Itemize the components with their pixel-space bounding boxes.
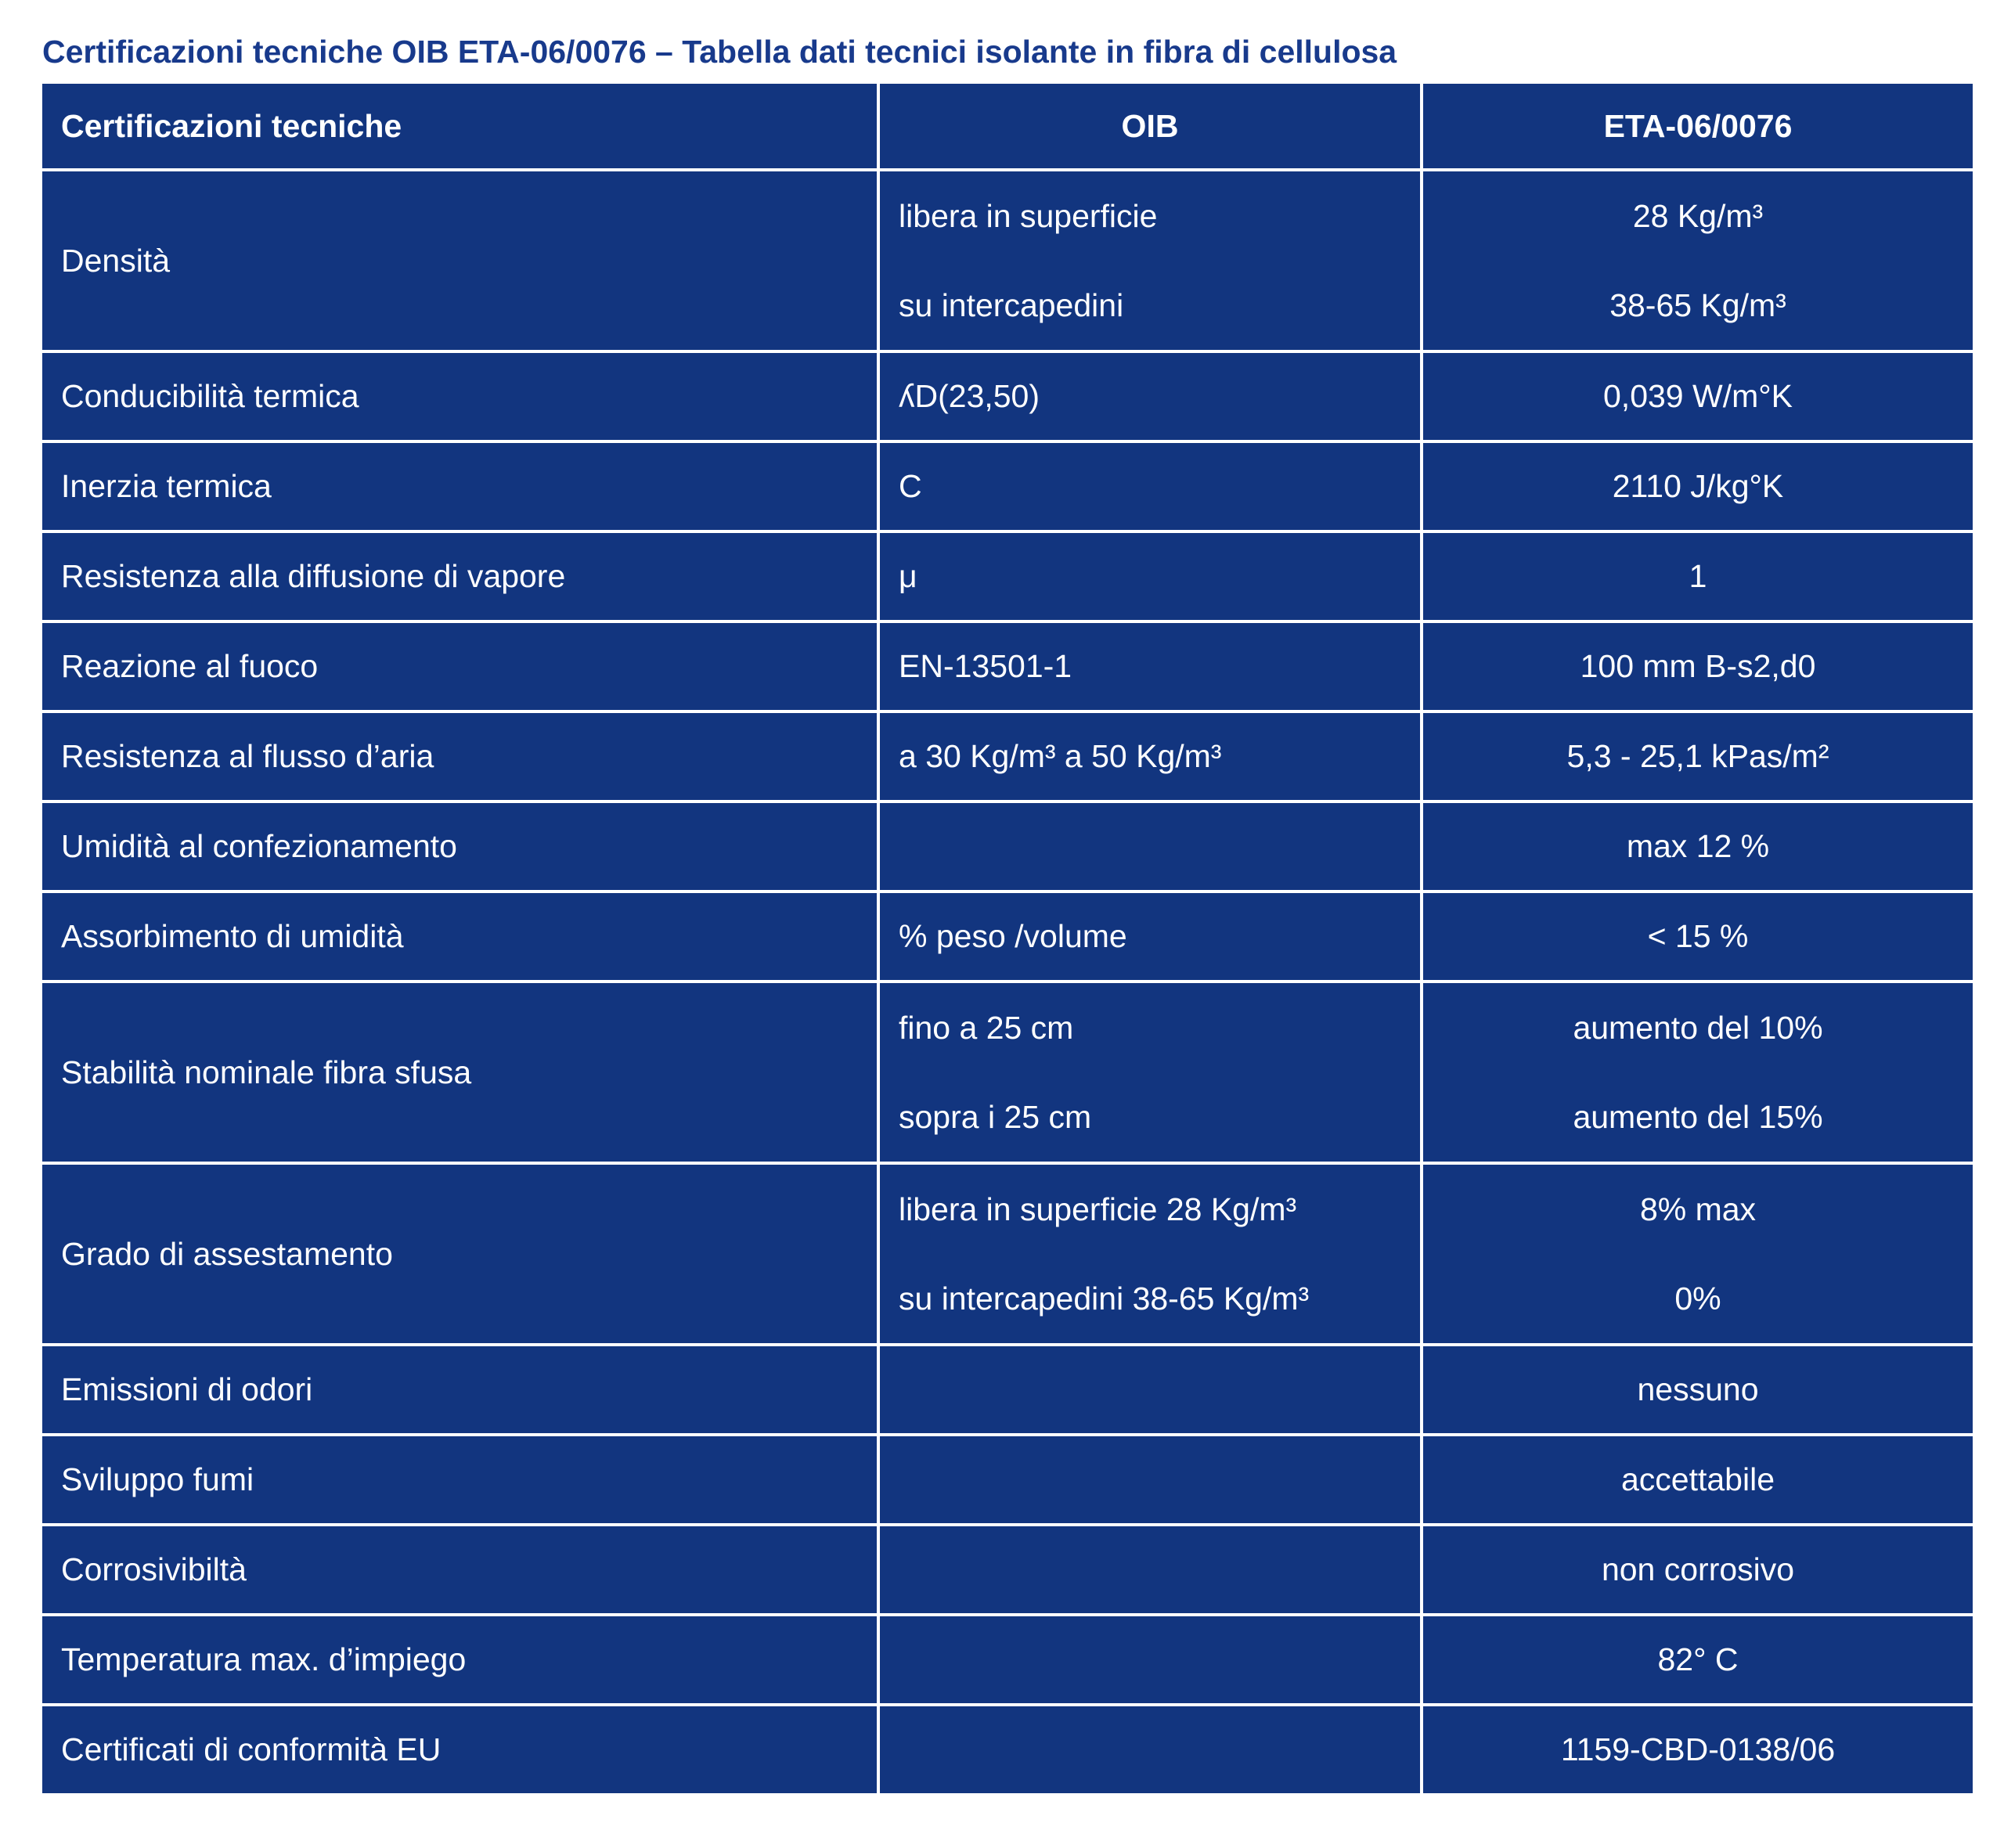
row-label: Sviluppo fumi	[42, 1433, 880, 1526]
technical-data-table: Certificazioni tecniche OIB ETA-06/0076 …	[42, 84, 1973, 1793]
eta-value-line: 28 Kg/m³	[1632, 198, 1764, 234]
table-row: Reazione al fuoco EN-13501-1 100 mm B-s2,d…	[42, 620, 1973, 713]
eta-value-cell: 2110 J/kg°K	[1420, 440, 1973, 533]
table-row: Grado di assestamento libera in superfici…	[42, 1162, 1973, 1346]
row-label: Corrosivibiltà	[42, 1523, 880, 1616]
row-label: Temperatura max. d’impiego	[42, 1613, 880, 1706]
eta-value-line: 0%	[1674, 1281, 1721, 1317]
oib-cell: C	[877, 440, 1423, 533]
oib-cell: a 30 Kg/m³ a 50 Kg/m³	[877, 710, 1423, 803]
oib-cell	[877, 1703, 1423, 1793]
row-label: Densità	[42, 168, 880, 353]
eta-value-cell: 100 mm B-s2,d0	[1420, 620, 1973, 713]
table-row: Temperatura max. d’impiego 82° C	[42, 1613, 1973, 1706]
oib-line: su intercapedini	[899, 287, 1124, 323]
oib-cell	[877, 1613, 1423, 1706]
eta-value-cell: 0,039 W/m°K	[1420, 350, 1973, 443]
oib-cell: libera in superficie 28 Kg/m³ su intercap…	[877, 1162, 1423, 1346]
table-header-row: Certificazioni tecniche OIB ETA-06/0076	[42, 84, 1973, 171]
table-row: Corrosivibiltà non corrosivo	[42, 1523, 1973, 1616]
eta-value-line: 8% max	[1639, 1191, 1757, 1227]
oib-cell	[877, 1343, 1423, 1436]
table-row: Stabilità nominale fibra sfusa fino a 25 …	[42, 980, 1973, 1165]
table-row: Inerzia termica C 2110 J/kg°K	[42, 440, 1973, 533]
eta-value-cell: aumento del 10% aumento del 15%	[1420, 980, 1973, 1165]
table-row: Conducibilità termica ʎD(23,50) 0,039 W/m°…	[42, 350, 1973, 443]
table-row: Certificati di conformità EU 1159-CBD-013…	[42, 1703, 1973, 1793]
header-eta: ETA-06/0076	[1420, 84, 1973, 171]
oib-cell: fino a 25 cm sopra i 25 cm	[877, 980, 1423, 1165]
eta-value-cell: accettabile	[1420, 1433, 1973, 1526]
row-label: Emissioni di odori	[42, 1343, 880, 1436]
table-row: Densità libera in superficie su intercaped…	[42, 168, 1973, 353]
row-label: Assorbimento di umidità	[42, 890, 880, 983]
eta-value-cell: 5,3 - 25,1 kPas/m²	[1420, 710, 1973, 803]
oib-line: su intercapedini 38-65 Kg/m³	[899, 1281, 1310, 1317]
table-row: Sviluppo fumi accettabile	[42, 1433, 1973, 1526]
eta-value-cell: non corrosivo	[1420, 1523, 1973, 1616]
oib-cell: EN-13501-1	[877, 620, 1423, 713]
eta-value-cell: 82° C	[1420, 1613, 1973, 1706]
oib-cell: % peso /volume	[877, 890, 1423, 983]
eta-value-cell: < 15 %	[1420, 890, 1973, 983]
oib-cell: libera in superficie su intercapedini	[877, 168, 1423, 353]
table-body: Densità libera in superficie su intercaped…	[42, 168, 1973, 1793]
oib-cell	[877, 800, 1423, 893]
oib-cell: ʎD(23,50)	[877, 350, 1423, 443]
table-row: Resistenza al flusso d’aria a 30 Kg/m³ a …	[42, 710, 1973, 803]
row-label: Inerzia termica	[42, 440, 880, 533]
row-label: Grado di assestamento	[42, 1162, 880, 1346]
table-row: Umidità al confezionamento max 12 %	[42, 800, 1973, 893]
eta-value-cell: 28 Kg/m³ 38-65 Kg/m³	[1420, 168, 1973, 353]
eta-value-line: aumento del 15%	[1573, 1099, 1823, 1135]
row-label: Conducibilità termica	[42, 350, 880, 443]
eta-value-line: 38-65 Kg/m³	[1609, 287, 1786, 323]
table-row: Resistenza alla diffusione di vapore μ 1	[42, 530, 1973, 623]
page-title: Certificazioni tecniche OIB ETA-06/0076 …	[42, 34, 1397, 70]
row-label: Resistenza alla diffusione di vapore	[42, 530, 880, 623]
eta-value-cell: nessuno	[1420, 1343, 1973, 1436]
oib-cell	[877, 1433, 1423, 1526]
eta-value-cell: 1159-CBD-0138/06	[1420, 1703, 1973, 1793]
oib-cell: μ	[877, 530, 1423, 623]
header-certifications: Certificazioni tecniche	[42, 84, 880, 171]
oib-line: libera in superficie	[899, 198, 1158, 234]
table-row: Assorbimento di umidità% peso /volume < 1…	[42, 890, 1973, 983]
oib-line: sopra i 25 cm	[899, 1099, 1092, 1135]
header-oib: OIB	[877, 84, 1423, 171]
eta-value-line: aumento del 10%	[1573, 1010, 1823, 1046]
table-row: Emissioni di odori nessuno	[42, 1343, 1973, 1436]
oib-cell	[877, 1523, 1423, 1616]
eta-value-cell: 1	[1420, 530, 1973, 623]
row-label: Reazione al fuoco	[42, 620, 880, 713]
eta-value-cell: 8% max 0%	[1420, 1162, 1973, 1346]
row-label: Umidità al confezionamento	[42, 800, 880, 893]
row-label: Stabilità nominale fibra sfusa	[42, 980, 880, 1165]
oib-line: fino a 25 cm	[899, 1010, 1074, 1046]
row-label: Resistenza al flusso d’aria	[42, 710, 880, 803]
oib-line: libera in superficie 28 Kg/m³	[899, 1191, 1297, 1227]
eta-value-cell: max 12 %	[1420, 800, 1973, 893]
row-label: Certificati di conformità EU	[42, 1703, 880, 1793]
